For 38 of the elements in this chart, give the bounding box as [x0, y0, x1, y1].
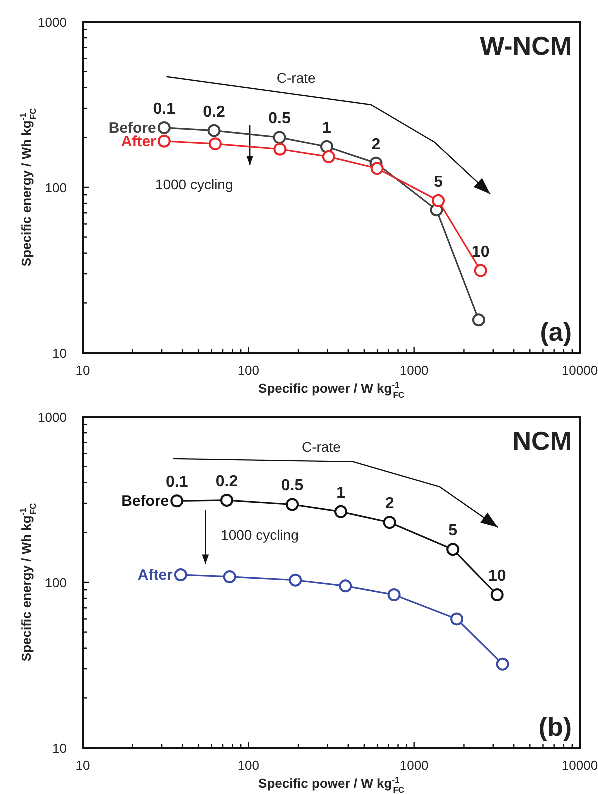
- x-tick-label: 10: [76, 758, 90, 773]
- annotation: 0.2: [203, 104, 226, 121]
- y-tick-label: 100: [45, 180, 67, 196]
- series-label: After: [138, 567, 174, 584]
- series-label: Before: [122, 493, 170, 510]
- y-tick-label: 1000: [38, 15, 67, 30]
- annotation: 2: [385, 496, 394, 513]
- annotation: C-rate: [302, 439, 342, 456]
- chart-title: NCM: [512, 426, 572, 456]
- y-tick-label: 100: [45, 576, 67, 590]
- x-tick-label: 10000: [562, 758, 598, 773]
- annotation: 5: [448, 522, 458, 540]
- annotation: 1000 cycling: [155, 176, 234, 192]
- x-tick-label: 100: [238, 363, 260, 378]
- y-tick-label: 1000: [38, 410, 67, 425]
- annotation: 0.5: [268, 110, 291, 128]
- x-tick-label: 10: [76, 363, 90, 378]
- annotation: 0.1: [153, 100, 176, 118]
- chart-title: W-NCM: [480, 31, 572, 61]
- annotation: 0.2: [216, 473, 238, 490]
- annotation: 2: [372, 136, 381, 154]
- x-tick-label: 1000: [400, 758, 429, 773]
- annotation: 10: [472, 244, 490, 261]
- x-tick-label: 1000: [400, 363, 429, 378]
- annotation: C-rate: [276, 70, 316, 86]
- x-tick-label: 10000: [562, 363, 598, 378]
- annotation: 1000 cycling: [221, 526, 299, 543]
- annotation: 10: [488, 568, 506, 586]
- annotation: 1: [336, 484, 346, 502]
- annotation: 1: [322, 120, 332, 137]
- y-tick-label: 10: [52, 741, 67, 756]
- annotation: 0.5: [281, 478, 304, 495]
- annotation: 5: [434, 174, 444, 191]
- text: (b): [538, 712, 572, 742]
- y-tick-label: 10: [52, 346, 67, 361]
- x-tick-label: 100: [238, 758, 260, 773]
- annotation: 0.1: [166, 474, 188, 492]
- text: (a): [540, 317, 572, 347]
